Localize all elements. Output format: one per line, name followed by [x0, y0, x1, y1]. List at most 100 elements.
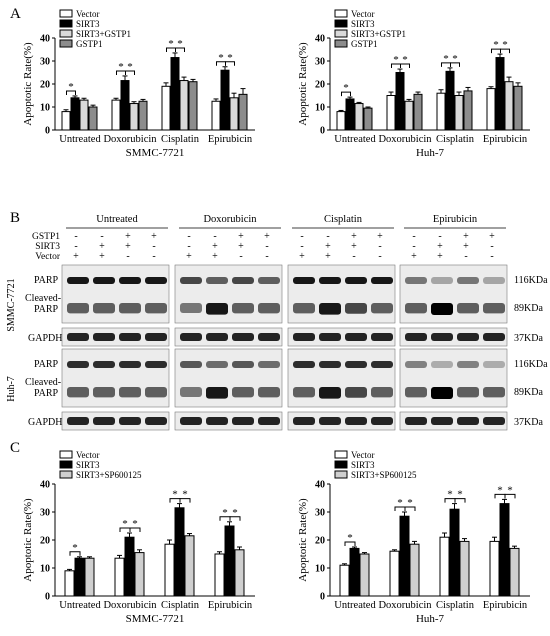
blot-1-parp-box-1 — [174, 348, 283, 408]
blot-1-cleaved-band-2-1 — [319, 387, 341, 399]
y-tick-label-30: 30 — [40, 57, 50, 68]
blot-0-parp-band-2-2 — [345, 277, 367, 284]
y-tick-label-40: 40 — [315, 480, 325, 491]
blot-0-parp-band-3-2 — [457, 277, 479, 284]
legend-swatch-3 — [59, 39, 73, 48]
legend-label-0: Vector — [351, 450, 375, 460]
sig-bracket-2-1 — [450, 62, 460, 67]
legend-label-1: SIRT3 — [76, 460, 100, 470]
bar-0-1 — [70, 97, 80, 131]
sig-star-1-1: * — [127, 61, 133, 73]
blot-1-gapdh-box-2 — [287, 411, 396, 431]
bar-2-1 — [174, 507, 185, 597]
blot-1-parp-band-0-2 — [119, 361, 141, 368]
sig-star-3-1: * — [227, 52, 233, 64]
sig-star-1-0: * — [397, 497, 403, 509]
y-tick-label-40: 40 — [315, 34, 325, 45]
sig-bracket-1-1 — [404, 506, 416, 511]
sign-row-label-1: SIRT3 — [35, 242, 60, 252]
blot-1-size-1: 89KDa — [514, 387, 543, 398]
sign-1-3-3: - — [490, 241, 493, 252]
sign-2-2-3: - — [378, 251, 381, 262]
sign-2-0-3: - — [152, 251, 155, 262]
sign-2-2-0: + — [299, 251, 305, 262]
x-tick-label-2: Cisplatin — [436, 134, 475, 145]
legend-label-0: Vector — [76, 9, 100, 19]
blot-0-parp-band-2-0 — [293, 277, 315, 284]
blot-0-cleaved-band-1-3 — [258, 303, 280, 314]
blot-0-cleaved-band-3-1 — [431, 303, 453, 315]
bar-2-0 — [439, 536, 450, 597]
sig-bracket-0-0 — [69, 551, 81, 556]
sig-star-3-1: * — [507, 484, 513, 496]
bar-3-3 — [513, 85, 523, 131]
sig-star-3-0: * — [218, 52, 224, 64]
sign-1-3-2: + — [463, 241, 469, 252]
blot-0-gapdh-band-1-3 — [258, 333, 280, 341]
blot-0-gapdh-band-3-2 — [457, 333, 479, 341]
bar-0-0 — [61, 111, 71, 131]
bar-3-0 — [214, 553, 225, 597]
sig-star-2-1: * — [457, 489, 463, 501]
legend-swatch-1 — [59, 19, 73, 28]
blot-0-cleaved-band-2-0 — [293, 303, 315, 314]
sig-bracket-1-1 — [129, 527, 141, 532]
sign-2-3-0: + — [411, 251, 417, 262]
bar-2-1 — [449, 508, 460, 597]
sign-1-1-0: - — [187, 241, 190, 252]
legend-label-2: SIRT3+SP600125 — [351, 470, 417, 480]
sign-0-1-0: - — [187, 231, 190, 242]
legend-swatch-2 — [59, 470, 73, 479]
x-tick-label-1: Doxorubicin — [103, 134, 157, 145]
treatment-header-2: Cisplatin — [324, 214, 363, 225]
panel-label-b: B — [10, 210, 20, 226]
blot-1-gapdh-band-1-0 — [180, 417, 202, 425]
blot-0-parp-box-0 — [61, 264, 170, 324]
blot-1-cell-line: Huh-7 — [6, 376, 17, 402]
y-tick-label-0: 0 — [320, 126, 325, 137]
legend-label-3: GSTP1 — [76, 39, 103, 49]
blot-0-gapdh-band-1-1 — [206, 333, 228, 341]
blot-1-gapdh-band-2-3 — [371, 417, 393, 425]
legend-swatch-3 — [334, 39, 348, 48]
x-tick-label-1: Doxorubicin — [103, 600, 157, 611]
blot-1-cleaved-band-1-3 — [258, 387, 280, 398]
blot-1-parp-band-1-2 — [232, 361, 254, 368]
blot-1-gapdh-band-0-0 — [67, 417, 89, 425]
blot-1-cleaved-band-0-0 — [67, 387, 89, 398]
x-tick-label-1: Doxorubicin — [378, 600, 432, 611]
blot-0-gapdh-band-2-1 — [319, 333, 341, 341]
blot-0-parp-band-1-0 — [180, 277, 202, 284]
bar-3-0 — [211, 100, 221, 131]
blot-0-gapdh-band-0-2 — [119, 333, 141, 341]
sig-star-3-1: * — [502, 39, 508, 51]
blot-0-gapdh-band-2-3 — [371, 333, 393, 341]
bar-1-2 — [134, 552, 145, 597]
sign-0-3-2: + — [463, 231, 469, 242]
bar-0-2 — [359, 553, 370, 597]
blot-0-gapdh-band-0-1 — [93, 333, 115, 341]
y-tick-label-0: 0 — [320, 592, 325, 603]
sign-1-0-0: - — [74, 241, 77, 252]
blot-1-cleaved-band-3-1 — [431, 387, 453, 399]
bar-3-3 — [238, 93, 248, 131]
bar-1-3 — [138, 100, 148, 131]
blot-1-label-cleaved1: Cleaved- — [25, 377, 61, 388]
sign-0-2-1: - — [326, 231, 329, 242]
sign-1-3-1: + — [437, 241, 443, 252]
bar-1-0 — [389, 550, 400, 597]
blot-1-gapdh-box-0 — [61, 411, 170, 431]
x-tick-label-0: Untreated — [59, 600, 101, 611]
blot-0-cleaved-band-0-1 — [93, 303, 115, 314]
blot-1-gapdh-band-0-1 — [93, 417, 115, 425]
bar-2-2 — [459, 540, 470, 597]
sig-bracket-0-0 — [344, 541, 356, 546]
bar-2-3 — [463, 90, 473, 131]
sign-0-0-0: - — [74, 231, 77, 242]
blot-0-parp-box-2 — [287, 264, 396, 324]
blot-1-gapdh-band-3-2 — [457, 417, 479, 425]
blot-1-cleaved-band-1-1 — [206, 387, 228, 399]
blot-1-cleaved-band-3-0 — [405, 387, 427, 398]
